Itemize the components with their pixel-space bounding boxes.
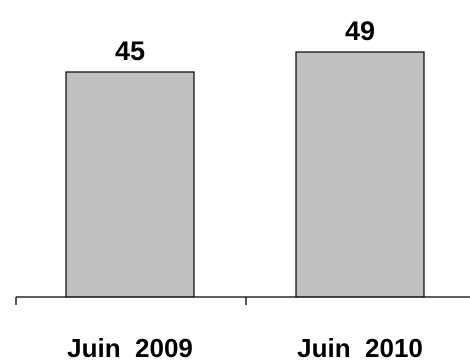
category-label-2: Juin 2010	[297, 333, 423, 363]
labels-group: 45 Juin 2009 49 Juin 2010	[67, 16, 423, 363]
data-label-1: 45	[115, 36, 145, 66]
data-label-2: 49	[345, 16, 375, 46]
category-label-1: Juin 2009	[67, 333, 193, 363]
bar-2	[295, 51, 425, 298]
x-axis	[15, 296, 470, 305]
bar-1	[65, 71, 195, 298]
bars-group	[65, 51, 425, 298]
